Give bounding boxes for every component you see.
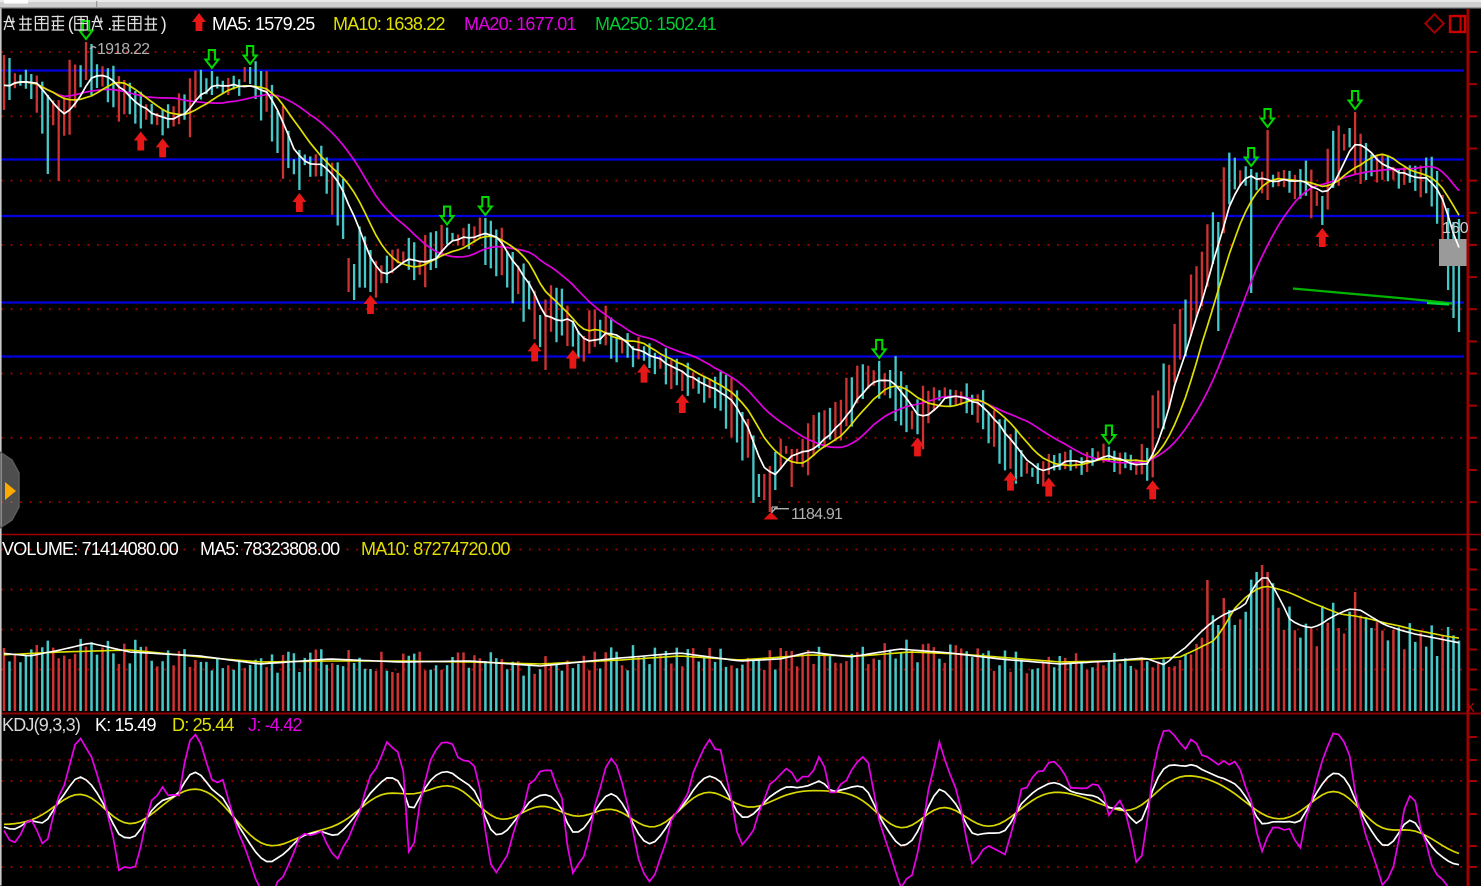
svg-text:): ) xyxy=(161,14,166,34)
svg-text:VOLUME: 71414080.00: VOLUME: 71414080.00 xyxy=(2,539,179,559)
svg-text:MA10: 87274720.00: MA10: 87274720.00 xyxy=(361,539,510,559)
svg-text:X: X xyxy=(1466,700,1475,715)
svg-text:J: -4.42: J: -4.42 xyxy=(248,715,302,735)
svg-text:MA250: 1502.41: MA250: 1502.41 xyxy=(595,14,717,34)
svg-text:1918.22: 1918.22 xyxy=(97,41,150,58)
svg-text:.: . xyxy=(107,14,111,34)
svg-text:K: 15.49: K: 15.49 xyxy=(95,715,156,735)
svg-text:MA5: 1579.25: MA5: 1579.25 xyxy=(212,14,315,34)
svg-text:160: 160 xyxy=(1442,220,1469,237)
svg-text:MA5: 78323808.00: MA5: 78323808.00 xyxy=(200,539,340,559)
svg-text:(: ( xyxy=(68,14,74,34)
svg-text:1184.91: 1184.91 xyxy=(791,506,843,523)
svg-text:MA20: 1677.01: MA20: 1677.01 xyxy=(464,14,576,34)
svg-text:MA10: 1638.22: MA10: 1638.22 xyxy=(333,14,445,34)
svg-text:D: 25.44: D: 25.44 xyxy=(172,715,234,735)
svg-text:KDJ(9,3,3): KDJ(9,3,3) xyxy=(2,715,80,735)
